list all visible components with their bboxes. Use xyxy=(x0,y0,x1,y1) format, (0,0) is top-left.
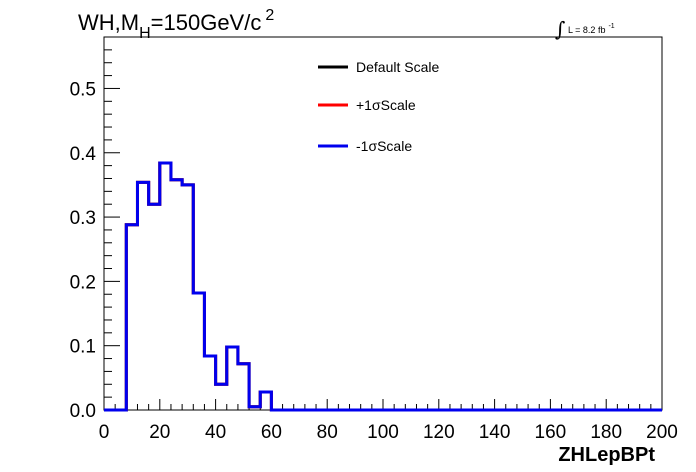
x-tick-label: 160 xyxy=(535,422,567,443)
lumi-integral: ∫ xyxy=(555,17,565,41)
y-tick-label: 0.1 xyxy=(70,337,96,358)
x-axis-label: ZHLepBPt xyxy=(558,444,655,466)
plot-frame xyxy=(103,36,663,411)
plot-frame-group xyxy=(103,36,663,411)
y-axis: 0.0 0.1 0.2 0.3 0.4 0.5 xyxy=(70,36,120,422)
chart-title: WH,MH=150GeV/c 2 xyxy=(78,7,274,42)
title-prefix: WH,M xyxy=(78,10,139,35)
series-line-2 xyxy=(104,161,662,412)
x-tick-label: 20 xyxy=(149,422,170,443)
lumi-label: L = 8.2 fb -1 xyxy=(568,23,615,35)
title-superscript: 2 xyxy=(265,7,274,24)
x-tick-label: 140 xyxy=(479,422,511,443)
lumi-exponent: -1 xyxy=(608,23,614,30)
title-subscript: H xyxy=(139,25,151,42)
x-tick-label: 0 xyxy=(99,422,110,443)
series-layer xyxy=(104,161,662,412)
y-tick-label: 0.4 xyxy=(70,144,97,165)
x-axis: 0 20 40 60 80 100 120 140 160 180 200 xyxy=(99,399,678,443)
x-tick-label: 60 xyxy=(261,422,282,443)
y-tick-label: 0.3 xyxy=(70,208,96,229)
y-tick-label: 0.5 xyxy=(70,79,96,100)
x-tick-label: 120 xyxy=(423,422,455,443)
legend-label: +1σScale xyxy=(356,97,416,113)
lumi-text: L = 8.2 fb xyxy=(568,25,605,35)
legend-label: -1σScale xyxy=(356,138,412,154)
legend: Default Scale +1σScale -1σScale xyxy=(318,59,439,154)
x-tick-label: 180 xyxy=(590,422,622,443)
y-tick-label: 0.0 xyxy=(70,401,96,422)
series-line-0 xyxy=(104,161,662,412)
x-tick-label: 40 xyxy=(205,422,226,443)
x-tick-label: 100 xyxy=(367,422,399,443)
x-tick-label: 80 xyxy=(317,422,338,443)
legend-label: Default Scale xyxy=(356,59,439,75)
series-line-1 xyxy=(104,161,662,412)
x-tick-label: 200 xyxy=(646,422,678,443)
y-tick-label: 0.2 xyxy=(70,272,96,293)
title-middle: =150GeV/c xyxy=(151,10,262,35)
